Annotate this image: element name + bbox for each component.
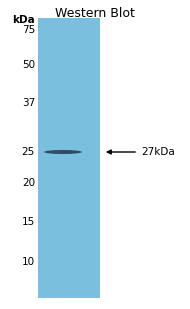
Text: 10: 10 (22, 257, 35, 267)
Text: 25: 25 (22, 147, 35, 157)
Text: 20: 20 (22, 178, 35, 188)
Text: 15: 15 (22, 217, 35, 227)
Text: 37: 37 (22, 98, 35, 108)
Bar (38, 18, 100, 298)
Text: 50: 50 (22, 60, 35, 70)
Text: 75: 75 (22, 25, 35, 35)
Text: kDa: kDa (12, 15, 35, 25)
Ellipse shape (44, 150, 82, 154)
Text: Western Blot: Western Blot (55, 7, 135, 20)
Text: 27kDa: 27kDa (141, 147, 175, 157)
